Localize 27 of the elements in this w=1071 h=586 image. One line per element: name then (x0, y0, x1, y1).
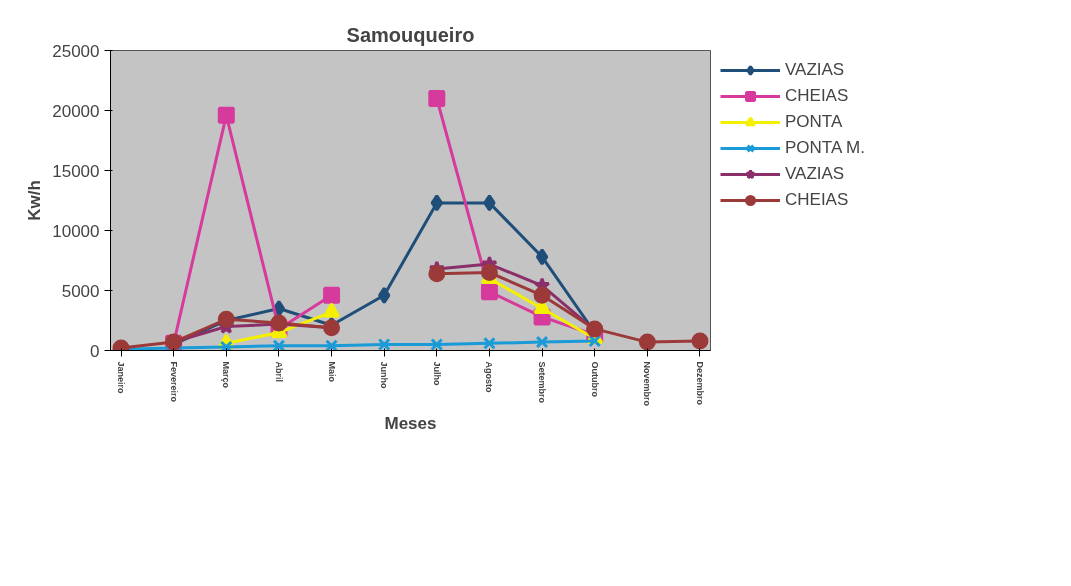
chart-title: Samouqueiro (346, 23, 475, 46)
legend-label: CHEIAS (785, 190, 849, 210)
x-tick-label: Agosto (484, 361, 495, 393)
legend-label: PONTA (785, 112, 843, 132)
x-tick-label: Outubro (589, 361, 600, 398)
legend-label: PONTA M. (785, 138, 865, 158)
x-tick-label: Julho (431, 361, 442, 386)
legend-label: CHEIAS (785, 86, 849, 106)
x-tick-label: Dezembro (694, 361, 705, 406)
y-tick-label: 10000 (52, 221, 100, 241)
legend-label: VAZIAS (785, 60, 845, 80)
x-tick-label: Novembro (642, 361, 653, 407)
x-axis-title: Meses (384, 414, 437, 434)
x-tick-label: Maio (326, 361, 337, 383)
y-tick-label: 0 (90, 341, 100, 361)
y-tick-label: 25000 (52, 41, 100, 61)
y-tick-label: 20000 (52, 101, 100, 121)
y-tick-label: 15000 (52, 161, 100, 181)
legend-label: VAZIAS (785, 164, 845, 184)
x-tick-label: Janeiro (116, 361, 127, 395)
x-tick-label: Abril (273, 361, 284, 383)
x-tick-label: Março (221, 361, 232, 389)
x-tick-label: Junho (379, 361, 390, 389)
x-tick-label: Fevereiro (168, 361, 179, 403)
x-tick-label: Setembro (537, 361, 548, 404)
y-tick-label: 5000 (61, 281, 100, 301)
y-axis-title: Kw/h (25, 180, 45, 221)
